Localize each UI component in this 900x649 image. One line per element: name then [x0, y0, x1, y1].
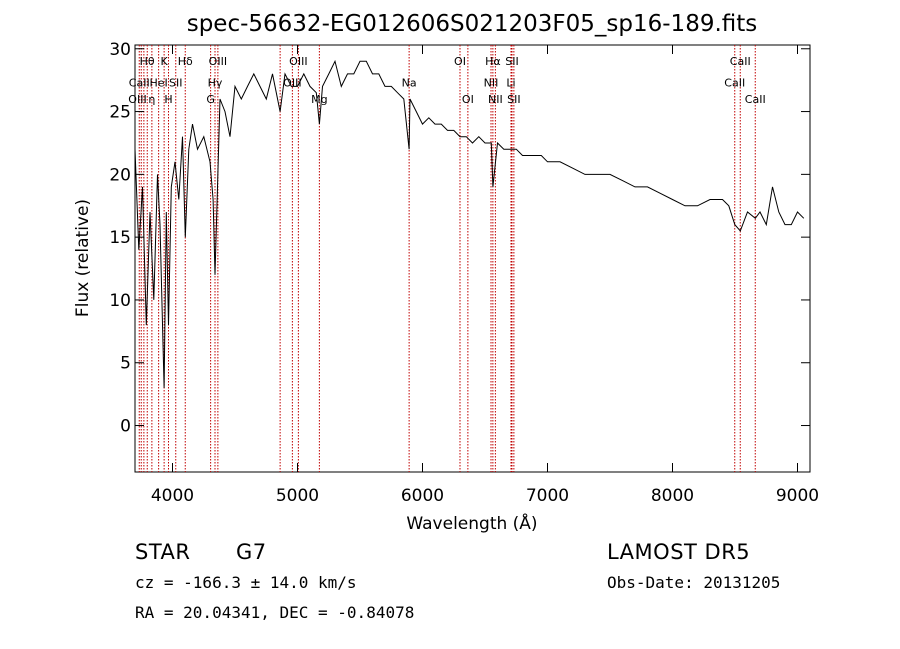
line-marker-label: Hθ: [140, 55, 155, 68]
line-marker-label: NII: [488, 93, 503, 106]
chart-title: spec-56632-EG012606S021203F05_sp16-189.f…: [187, 11, 758, 37]
line-marker-label: HeI: [149, 76, 167, 89]
line-marker-label: Li: [506, 76, 515, 89]
line-marker-label: OI: [454, 55, 466, 68]
line-marker-label: CaII: [745, 93, 766, 106]
y-tick-label: 20: [109, 165, 131, 185]
line-marker-label: SII: [169, 76, 182, 89]
y-tick-label: 30: [109, 40, 131, 60]
line-marker-label: Hδ: [178, 55, 193, 68]
x-tick-label: 5000: [276, 486, 319, 506]
observation-date: Obs-Date: 20131205: [607, 573, 781, 592]
y-tick-label: 15: [109, 228, 131, 248]
object-class: STAR: [135, 540, 191, 564]
velocity-readout: cz = -166.3 ± 14.0 km/s: [135, 573, 357, 592]
x-tick-label: 7000: [526, 486, 569, 506]
line-marker-label: NII: [484, 76, 499, 89]
y-tick-label: 25: [109, 103, 131, 123]
line-marker-label: OIII: [128, 93, 146, 106]
object-subclass: G7: [236, 540, 267, 564]
y-tick-label: 0: [120, 417, 131, 437]
line-marker-label: CaII: [724, 76, 745, 89]
x-axis-label: Wavelength (Å): [406, 512, 537, 534]
line-marker-label: Na: [402, 76, 417, 89]
y-tick-label: 5: [120, 354, 131, 374]
line-marker-label: CaII: [129, 76, 150, 89]
line-markers: [138, 45, 756, 472]
x-tick-label: 6000: [401, 486, 444, 506]
line-marker-label: η: [148, 93, 155, 106]
spectrum-series: [134, 59, 805, 388]
line-marker-label: CaII: [730, 55, 751, 68]
line-marker-label: OIII: [289, 55, 307, 68]
spectrum-line: [134, 59, 805, 388]
line-marker-label: G: [206, 93, 215, 106]
x-tick-label: 8000: [651, 486, 694, 506]
y-tick-label: 10: [109, 291, 131, 311]
line-marker-label: Hγ: [208, 76, 223, 89]
survey-name: LAMOST DR5: [607, 540, 751, 564]
line-marker-label: OI: [462, 93, 474, 106]
axis-ticks: 4000 5000 6000 7000 8000 9000 0 5 10 15 20 25 30: [109, 40, 819, 506]
line-marker-label: Hα: [485, 55, 501, 68]
coordinates-readout: RA = 20.04341, DEC = -0.84078: [135, 603, 415, 622]
y-axis-label: Flux (relative): [73, 199, 93, 317]
plot-frame: [134, 44, 811, 473]
line-marker-label: Mg: [311, 93, 327, 106]
line-marker-label: SII: [507, 93, 520, 106]
x-tick-label: 9000: [776, 486, 819, 506]
line-marker-label: OIII: [209, 55, 227, 68]
line-marker-label: SII: [505, 55, 518, 68]
x-tick-label: 4000: [151, 486, 194, 506]
line-marker-label: H: [164, 93, 172, 106]
line-marker-label: K: [161, 55, 169, 68]
